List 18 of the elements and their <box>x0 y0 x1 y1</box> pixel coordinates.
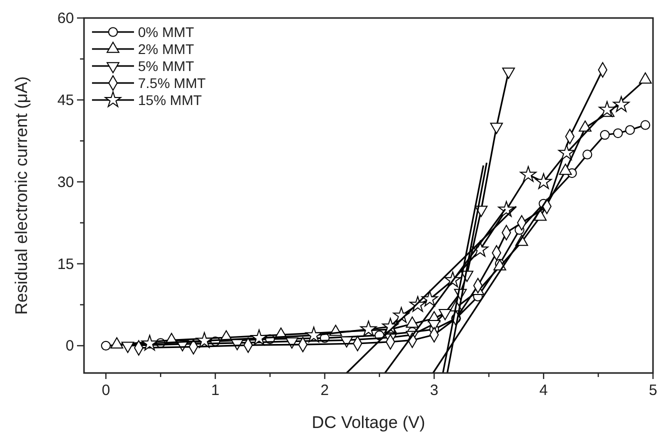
x-tick-label: 3 <box>430 382 438 399</box>
x-tick-label: 0 <box>102 382 110 399</box>
legend-label: 2% MMT <box>138 41 194 57</box>
x-tick-label: 4 <box>539 382 548 399</box>
y-tick-label: 45 <box>57 92 74 109</box>
x-axis-title: DC Voltage (V) <box>312 413 426 432</box>
legend-label: 0% MMT <box>138 24 194 40</box>
x-tick-label: 2 <box>320 382 329 399</box>
y-tick-label: 0 <box>66 338 74 355</box>
y-axis-title: Residual electronic current (μA) <box>12 76 31 315</box>
y-tick-label: 60 <box>57 10 74 27</box>
legend-label: 7.5% MMT <box>138 75 206 91</box>
y-tick-label: 30 <box>57 174 74 191</box>
legend-label: 15% MMT <box>138 92 202 108</box>
y-tick-label: 15 <box>57 256 74 273</box>
x-tick-label: 1 <box>211 382 220 399</box>
legend-label: 5% MMT <box>138 58 194 74</box>
x-tick-label: 5 <box>648 382 658 399</box>
